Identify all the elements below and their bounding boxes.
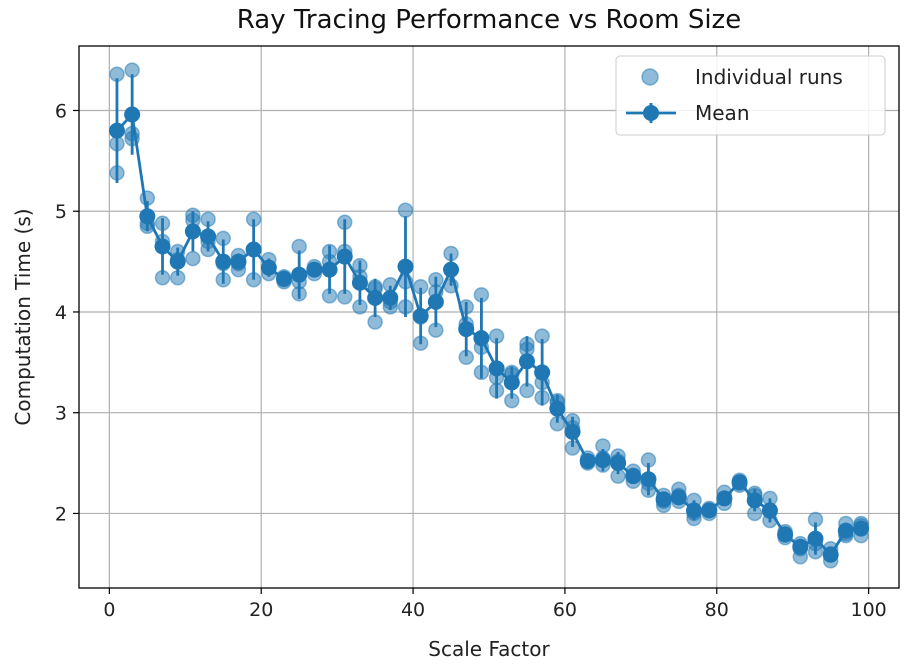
mean-point (124, 106, 141, 123)
mean-point (746, 492, 763, 509)
legend-box (615, 55, 886, 136)
mean-point (260, 259, 277, 276)
run-point (185, 250, 201, 267)
legend-runs-marker (641, 68, 659, 86)
mean-point (777, 526, 794, 543)
mean-point (731, 474, 748, 491)
mean-points (108, 106, 870, 563)
mean-point (716, 490, 733, 507)
mean-point (701, 502, 718, 519)
mean-point (245, 241, 262, 258)
y-tick-label: 2 (55, 503, 67, 525)
x-tick-label: 20 (249, 599, 273, 621)
mean-point (276, 270, 292, 287)
mean-point (518, 353, 535, 370)
mean-point (564, 423, 581, 440)
mean-point (139, 208, 156, 225)
y-axis-ticks: 2 3 4 5 6 (55, 100, 79, 525)
mean-point (579, 453, 596, 470)
mean-point (503, 374, 520, 391)
mean-point (640, 471, 657, 488)
mean-point (853, 520, 870, 537)
chart-title: Ray Tracing Performance vs Room Size (237, 5, 741, 35)
mean-point (655, 491, 672, 508)
mean-point (169, 253, 186, 270)
mean-point (625, 468, 642, 485)
x-tick-label: 60 (553, 599, 577, 621)
mean-point (822, 546, 839, 563)
mean-point (549, 400, 566, 417)
mean-point (473, 330, 490, 347)
mean-point (443, 261, 460, 278)
run-point (397, 202, 414, 218)
mean-point (458, 321, 475, 338)
mean-point (321, 261, 338, 278)
legend-runs-label: Individual runs (695, 65, 843, 89)
mean-point (761, 502, 778, 519)
mean-point (367, 289, 384, 306)
x-axis-ticks: 0 20 40 60 80 100 (103, 588, 887, 621)
mean-point (427, 293, 444, 310)
y-tick-label: 3 (55, 403, 67, 425)
mean-point (807, 530, 824, 547)
mean-point (184, 223, 201, 240)
mean-point (488, 360, 505, 377)
legend-mean-marker (643, 105, 659, 121)
mean-point (200, 228, 217, 245)
x-tick-label: 100 (850, 599, 886, 621)
mean-point (610, 455, 627, 472)
y-tick-label: 6 (55, 100, 67, 122)
mean-point (686, 502, 702, 519)
plot-frame (78, 45, 900, 589)
mean-point (397, 258, 414, 275)
mean-point (291, 266, 308, 283)
mean-point (670, 489, 687, 506)
x-tick-label: 40 (401, 599, 425, 621)
y-axis-title: Computation Time (s) (11, 208, 35, 425)
mean-point (792, 538, 809, 555)
mean-point (230, 253, 247, 270)
mean-point (351, 274, 368, 291)
y-tick-label: 5 (55, 201, 67, 223)
y-tick-label: 4 (55, 302, 67, 324)
run-point (367, 314, 383, 330)
mean-point (594, 452, 611, 469)
legend: Individual runs Mean (615, 55, 886, 136)
x-axis-title: Scale Factor (428, 637, 550, 661)
mean-point (412, 307, 429, 324)
mean-point (837, 522, 854, 539)
mean-point (154, 238, 171, 255)
mean-point (215, 253, 232, 270)
mean-point (306, 261, 323, 278)
x-tick-label: 80 (705, 599, 729, 621)
mean-point (534, 364, 551, 381)
x-tick-label: 0 (103, 599, 115, 621)
legend-mean-label: Mean (695, 101, 750, 125)
mean-point (108, 122, 125, 139)
gridlines (79, 46, 899, 588)
mean-point (382, 289, 399, 306)
mean-point (336, 248, 353, 265)
